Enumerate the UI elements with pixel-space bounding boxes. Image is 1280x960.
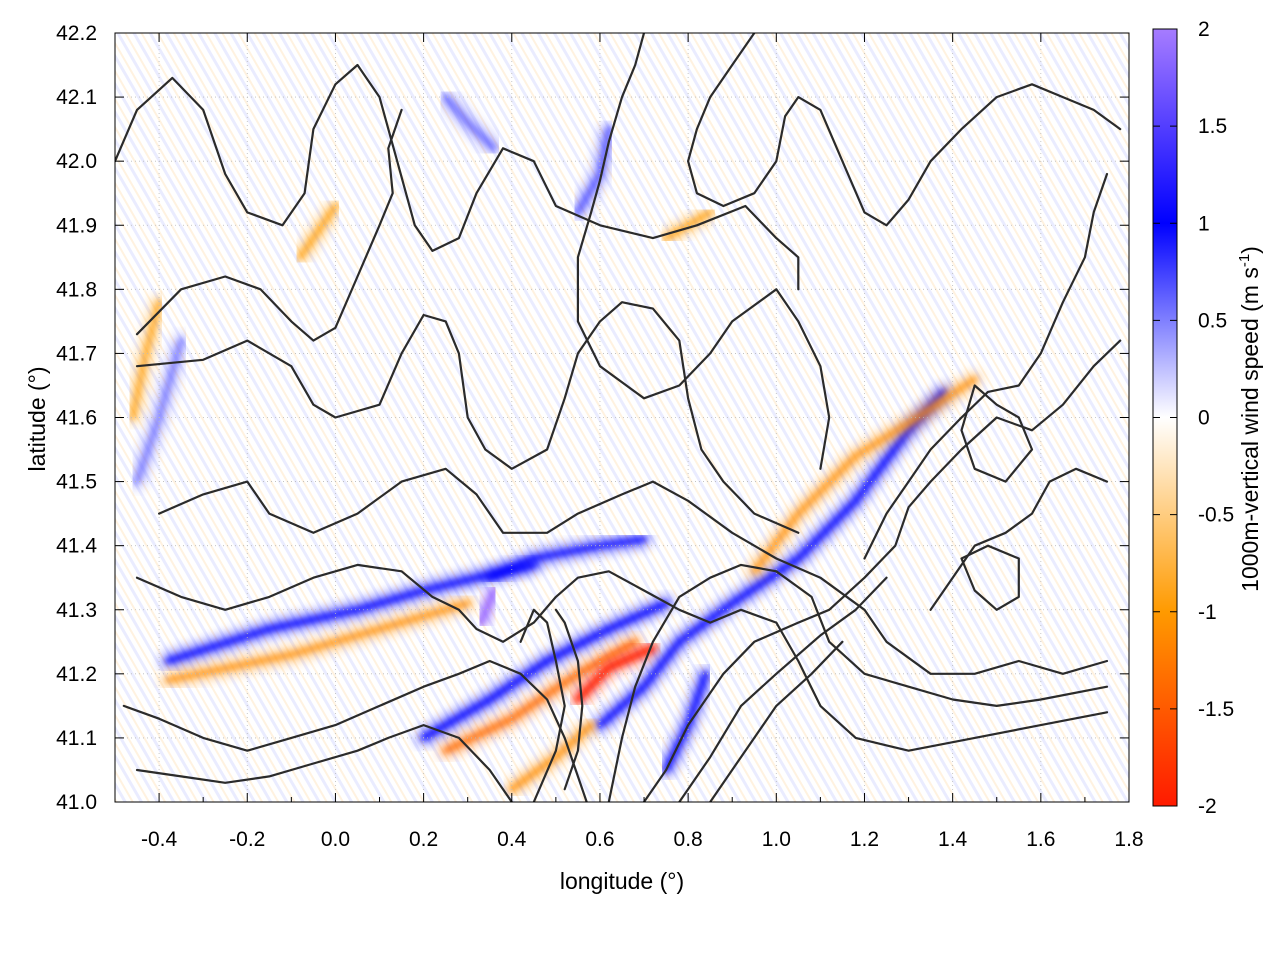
y-tick-label-1: 41.1 [56,727,97,750]
y-tick-label-8: 41.8 [56,278,97,301]
y-tick-label-0: 41.0 [56,791,97,814]
colorbar-tick-label-0: 2 [1198,18,1210,41]
x-tick-label-11: 1.8 [1114,828,1143,851]
contour-line-14 [863,172,1109,560]
wind-feature-core-14 [443,94,497,151]
y-axis-label: latitude (°) [24,366,50,471]
contour-line-1 [135,108,403,342]
x-tick-label-8: 1.2 [850,828,879,851]
colorbar-tick-label-1: 1.5 [1198,115,1227,138]
x-tick-label-3: 0.2 [409,828,438,851]
x-tick-label-7: 1.0 [762,828,791,851]
contour-line-4 [135,563,1109,752]
y-tick-label-7: 41.7 [56,342,97,365]
wind-feature-core-4 [575,645,656,702]
x-tick-label-10: 1.6 [1026,828,1055,851]
y-tick-label-11: 42.1 [56,86,97,109]
contour-line-13 [576,33,831,470]
x-tick-label-6: 0.8 [674,828,703,851]
colorbar-ticks: 2 1.5 1 0.5 0 -0.5 -1 -1.5 -2 [1153,18,1234,818]
x-tick-label-9: 1.4 [938,828,968,851]
wind-feature-core-8 [478,588,497,626]
contour-line-8 [607,563,1109,802]
wind-feature-core-11 [297,203,338,260]
contour-line-3 [158,467,1109,675]
contour-line-18 [960,544,1020,611]
colorbar-label-main: 1000m-vertical wind speed (m s [1237,267,1263,592]
x-tick-label-2: 0.0 [321,828,350,851]
x-axis-label: longitude (°) [560,868,684,894]
contour-line-9 [642,339,1122,802]
contour-line-0 [115,63,800,291]
wind-feature-core-5 [597,389,947,728]
y-tick-label-2: 41.2 [56,663,97,686]
contour-line-2 [135,301,800,534]
colorbar-tick-label-7: -1.5 [1198,698,1234,721]
x-axis: -0.4 -0.2 0.0 0.2 0.4 0.6 0.8 1.0 1.2 1.4 1.6 1.8 [141,33,1144,851]
contour-line-5 [122,659,588,802]
contour-line-16 [554,608,584,791]
y-tick-label-4: 41.4 [56,535,97,558]
colorbar-tick-label-3: 0.5 [1198,309,1227,332]
x-tick-label-0: -0.4 [141,828,178,851]
x-tick-label-1: -0.2 [229,828,265,851]
y-tick-label-10: 42.0 [56,150,97,173]
colorbar-tick-label-8: -2 [1198,795,1217,818]
colorbar-label-close: ) [1237,246,1263,254]
colorbar-tick-label-4: 0 [1198,407,1210,430]
x-tick-label-5: 0.6 [585,828,614,851]
wind-feature-core-2 [421,600,669,741]
wind-feature-core-7 [487,536,647,581]
contour-line-11 [709,640,844,802]
wind-feature-core-16 [130,299,162,420]
contour-line-17 [960,384,1034,483]
y-tick-label-3: 41.3 [56,599,97,622]
colorbar-tick-label-6: -1 [1198,601,1217,624]
colorbar-label-exponent: -1 [1236,254,1253,267]
y-tick-label-6: 41.6 [56,407,97,430]
y-axis: 41.0 41.1 41.2 41.3 41.4 41.5 41.6 41.7 41.8 41.9… [56,22,1129,814]
y-tick-label-9: 41.9 [56,214,97,237]
colorbar-label: 1000m-vertical wind speed (m s-1) [1236,246,1263,592]
contour-line-10 [678,576,888,802]
colorbar-tick-label-2: 1 [1198,212,1210,235]
contour-line-7 [519,608,566,802]
contour-line-12 [687,33,1122,227]
terrain-contours [115,33,1122,802]
wind-feature-core-6 [751,376,978,574]
contour-line-15 [929,467,1109,611]
x-tick-label-4: 0.4 [497,828,527,851]
contour-line-6 [135,724,513,802]
y-tick-label-5: 41.5 [56,471,97,494]
colorbar-tick-label-5: -0.5 [1198,504,1234,527]
y-tick-label-12: 42.2 [56,22,97,45]
